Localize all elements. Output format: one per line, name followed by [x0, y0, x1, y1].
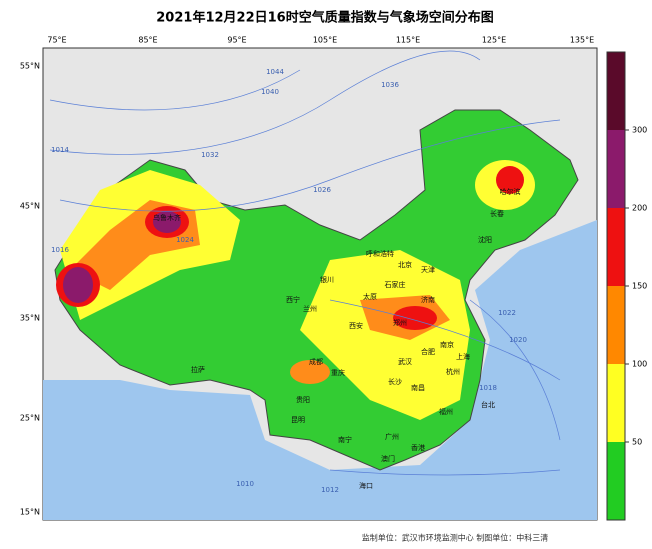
footer-credit: 监制单位：武汉市环境监测中心 制图单位：中科三清 — [362, 533, 549, 543]
city-label: 沈阳 — [478, 235, 492, 244]
isobar-label: 1012 — [321, 486, 339, 494]
longitude-label: 105°E — [313, 36, 337, 45]
isobar-label: 1016 — [51, 246, 69, 254]
latitude-label: 15°N — [20, 508, 40, 517]
city-label: 天津 — [421, 266, 435, 274]
colorbar-label: 100 — [632, 360, 647, 369]
city-label: 杭州 — [446, 367, 460, 376]
city-label: 合肥 — [421, 347, 435, 356]
longitude-label: 135°E — [570, 36, 594, 45]
aqi-area-moderate — [300, 250, 470, 420]
isobar-label: 1040 — [261, 88, 279, 96]
city-label: 太原 — [363, 292, 377, 301]
isobar-label: 1026 — [313, 186, 331, 194]
isobar-label: 1044 — [266, 68, 284, 76]
city-label: 长沙 — [388, 377, 402, 386]
colorbar-label: 300 — [632, 126, 647, 135]
longitude-label: 115°E — [396, 36, 420, 45]
longitude-label: 85°E — [138, 36, 157, 45]
isobar-label: 1036 — [381, 81, 399, 89]
city-label: 南宁 — [338, 435, 352, 444]
city-label: 石家庄 — [385, 280, 406, 289]
colorbar-label: 150 — [632, 282, 647, 291]
isobar-label: 1018 — [479, 384, 497, 392]
city-label: 呼和浩特 — [366, 249, 394, 258]
isobar-lines — [49, 50, 561, 476]
aqi-area-unhealthy — [496, 166, 524, 194]
longitude-label: 75°E — [47, 36, 66, 45]
aqi-area-very-unhealthy — [63, 267, 93, 303]
isobar-label: 1020 — [509, 336, 527, 344]
city-label: 济南 — [421, 295, 435, 304]
city-label: 重庆 — [331, 368, 345, 377]
city-label: 银川 — [320, 275, 334, 284]
city-label: 西安 — [349, 321, 363, 330]
latitude-label: 35°N — [20, 314, 40, 323]
city-label: 北京 — [398, 260, 412, 269]
isobar-label: 1022 — [498, 309, 516, 317]
city-label: 台北 — [481, 400, 495, 409]
longitude-label: 95°E — [227, 36, 246, 45]
isobar-label: 1024 — [176, 236, 194, 244]
colorbar-segment — [607, 208, 625, 286]
city-label: 福州 — [439, 407, 453, 416]
city-label: 拉萨 — [191, 365, 205, 374]
city-label: 南昌 — [411, 383, 425, 392]
colorbar-label: 200 — [632, 204, 647, 213]
aqi-area-very-unhealthy — [153, 211, 181, 233]
city-label: 哈尔滨 — [500, 187, 521, 196]
colorbar-segment — [607, 52, 625, 130]
city-label: 乌鲁木齐 — [153, 213, 181, 222]
colorbar-segment — [607, 364, 625, 442]
colorbar-label: 50 — [632, 438, 642, 447]
latitude-label: 45°N — [20, 202, 40, 211]
isobar-label: 1010 — [236, 480, 254, 488]
city-label: 海口 — [359, 481, 373, 490]
city-label: 上海 — [456, 352, 470, 361]
city-label: 成都 — [309, 357, 323, 366]
city-label: 长春 — [490, 209, 504, 218]
sea — [43, 220, 597, 520]
aqi-area-sensitive — [290, 360, 330, 384]
isobar-label: 1014 — [51, 146, 69, 154]
city-label: 西宁 — [286, 295, 300, 304]
city-label: 澳门 — [381, 454, 395, 463]
city-label: 香港 — [411, 443, 425, 452]
latitude-label: 55°N — [20, 62, 40, 71]
map-title: 2021年12月22日16时空气质量指数与气象场空间分布图 — [156, 10, 493, 26]
colorbar-segment — [607, 130, 625, 208]
colorbar-segment — [607, 442, 625, 520]
city-label: 武汉 — [398, 357, 412, 366]
colorbar-segment — [607, 286, 625, 364]
isobar-label: 1032 — [201, 151, 219, 159]
aqi-area-unhealthy — [393, 306, 437, 330]
city-label: 贵阳 — [296, 395, 310, 404]
longitude-label: 125°E — [482, 36, 506, 45]
latitude-label: 25°N — [20, 414, 40, 423]
city-label: 广州 — [385, 432, 399, 441]
city-label: 兰州 — [303, 304, 317, 313]
city-label: 郑州 — [393, 319, 407, 327]
city-label: 昆明 — [291, 416, 305, 424]
city-label: 南京 — [440, 340, 454, 349]
